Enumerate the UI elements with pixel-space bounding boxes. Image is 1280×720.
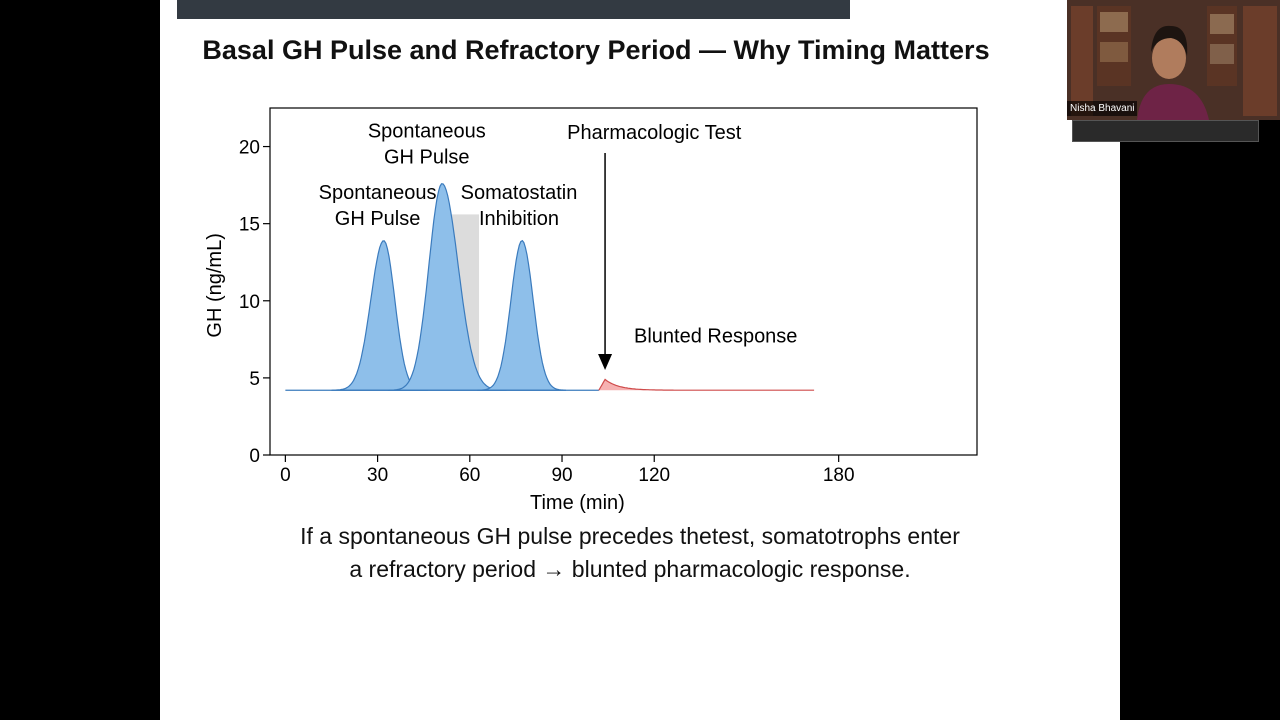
y-tick-label: 15 xyxy=(239,215,260,236)
annotation-line: Pharmacologic Test xyxy=(567,122,742,144)
gh-pulse-3 xyxy=(477,239,567,391)
blunted-response-line xyxy=(598,378,815,391)
participant-body xyxy=(1137,84,1209,120)
participant-face xyxy=(1152,37,1186,79)
participant-name-label: Nisha Bhavani xyxy=(1067,101,1138,116)
gh-pulse-1 xyxy=(331,240,429,391)
annotation-somatostatin: Somatostatin Inhibition xyxy=(461,182,578,230)
annotation-blunted-response: Blunted Response xyxy=(634,325,797,347)
caption-line-1: If a spontaneous GH pulse precedes thete… xyxy=(300,523,960,549)
y-tick-label: 5 xyxy=(249,369,260,390)
slide: Basal GH Pulse and Refractory Period — W… xyxy=(160,0,1120,720)
y-tick-label: 0 xyxy=(249,446,260,467)
annotation-line: Inhibition xyxy=(479,208,559,230)
annotation-spontaneous-pulse-1: Spontaneous GH Pulse xyxy=(319,182,437,230)
y-tick-label: 20 xyxy=(239,138,260,159)
plot-frame xyxy=(269,107,978,456)
annotation-line: Blunted Response xyxy=(634,325,797,347)
annotation-line: Spontaneous xyxy=(368,120,486,142)
slide-caption: If a spontaneous GH pulse precedes thete… xyxy=(240,520,1020,586)
gh-pulse-chart: 0 5 10 15 20 0 30 60 90 120 180 Time (min) GH (ng/mL… xyxy=(204,107,978,514)
annotation-pharmacologic-test: Pharmacologic Test xyxy=(567,122,742,144)
x-tick-label: 30 xyxy=(367,465,388,486)
participant-video-tile[interactable]: Nisha Bhavani xyxy=(1067,0,1280,120)
bookshelf-left xyxy=(1071,6,1093,116)
annotation-line: Spontaneous xyxy=(319,182,437,204)
video-frame xyxy=(1067,0,1280,120)
annotation-line: GH Pulse xyxy=(335,208,421,230)
y-axis-label: GH (ng/mL) xyxy=(204,233,226,337)
gh-pulse-2 xyxy=(387,183,508,391)
x-tick-label: 60 xyxy=(459,465,480,486)
x-tick-label: 120 xyxy=(638,465,670,486)
annotation-line: GH Pulse xyxy=(384,146,470,168)
x-tick-label: 180 xyxy=(823,465,855,486)
bookshelf-right xyxy=(1243,6,1277,116)
x-tick-label: 90 xyxy=(551,465,572,486)
video-tile-strip[interactable] xyxy=(1072,120,1259,142)
blunted-response-area xyxy=(598,379,815,391)
y-tick-label: 10 xyxy=(239,292,260,313)
annotation-spontaneous-pulse-2: Spontaneous GH Pulse xyxy=(368,120,486,168)
slide-title: Basal GH Pulse and Refractory Period — W… xyxy=(202,35,990,65)
arrowhead-icon xyxy=(598,354,613,370)
slide-top-bar xyxy=(177,0,850,19)
x-tick-label: 0 xyxy=(280,465,291,486)
caption-line-2: a refractory period → blunted pharmacolo… xyxy=(349,556,911,582)
annotation-line: Somatostatin xyxy=(461,182,578,204)
x-axis-label: Time (min) xyxy=(530,492,625,514)
